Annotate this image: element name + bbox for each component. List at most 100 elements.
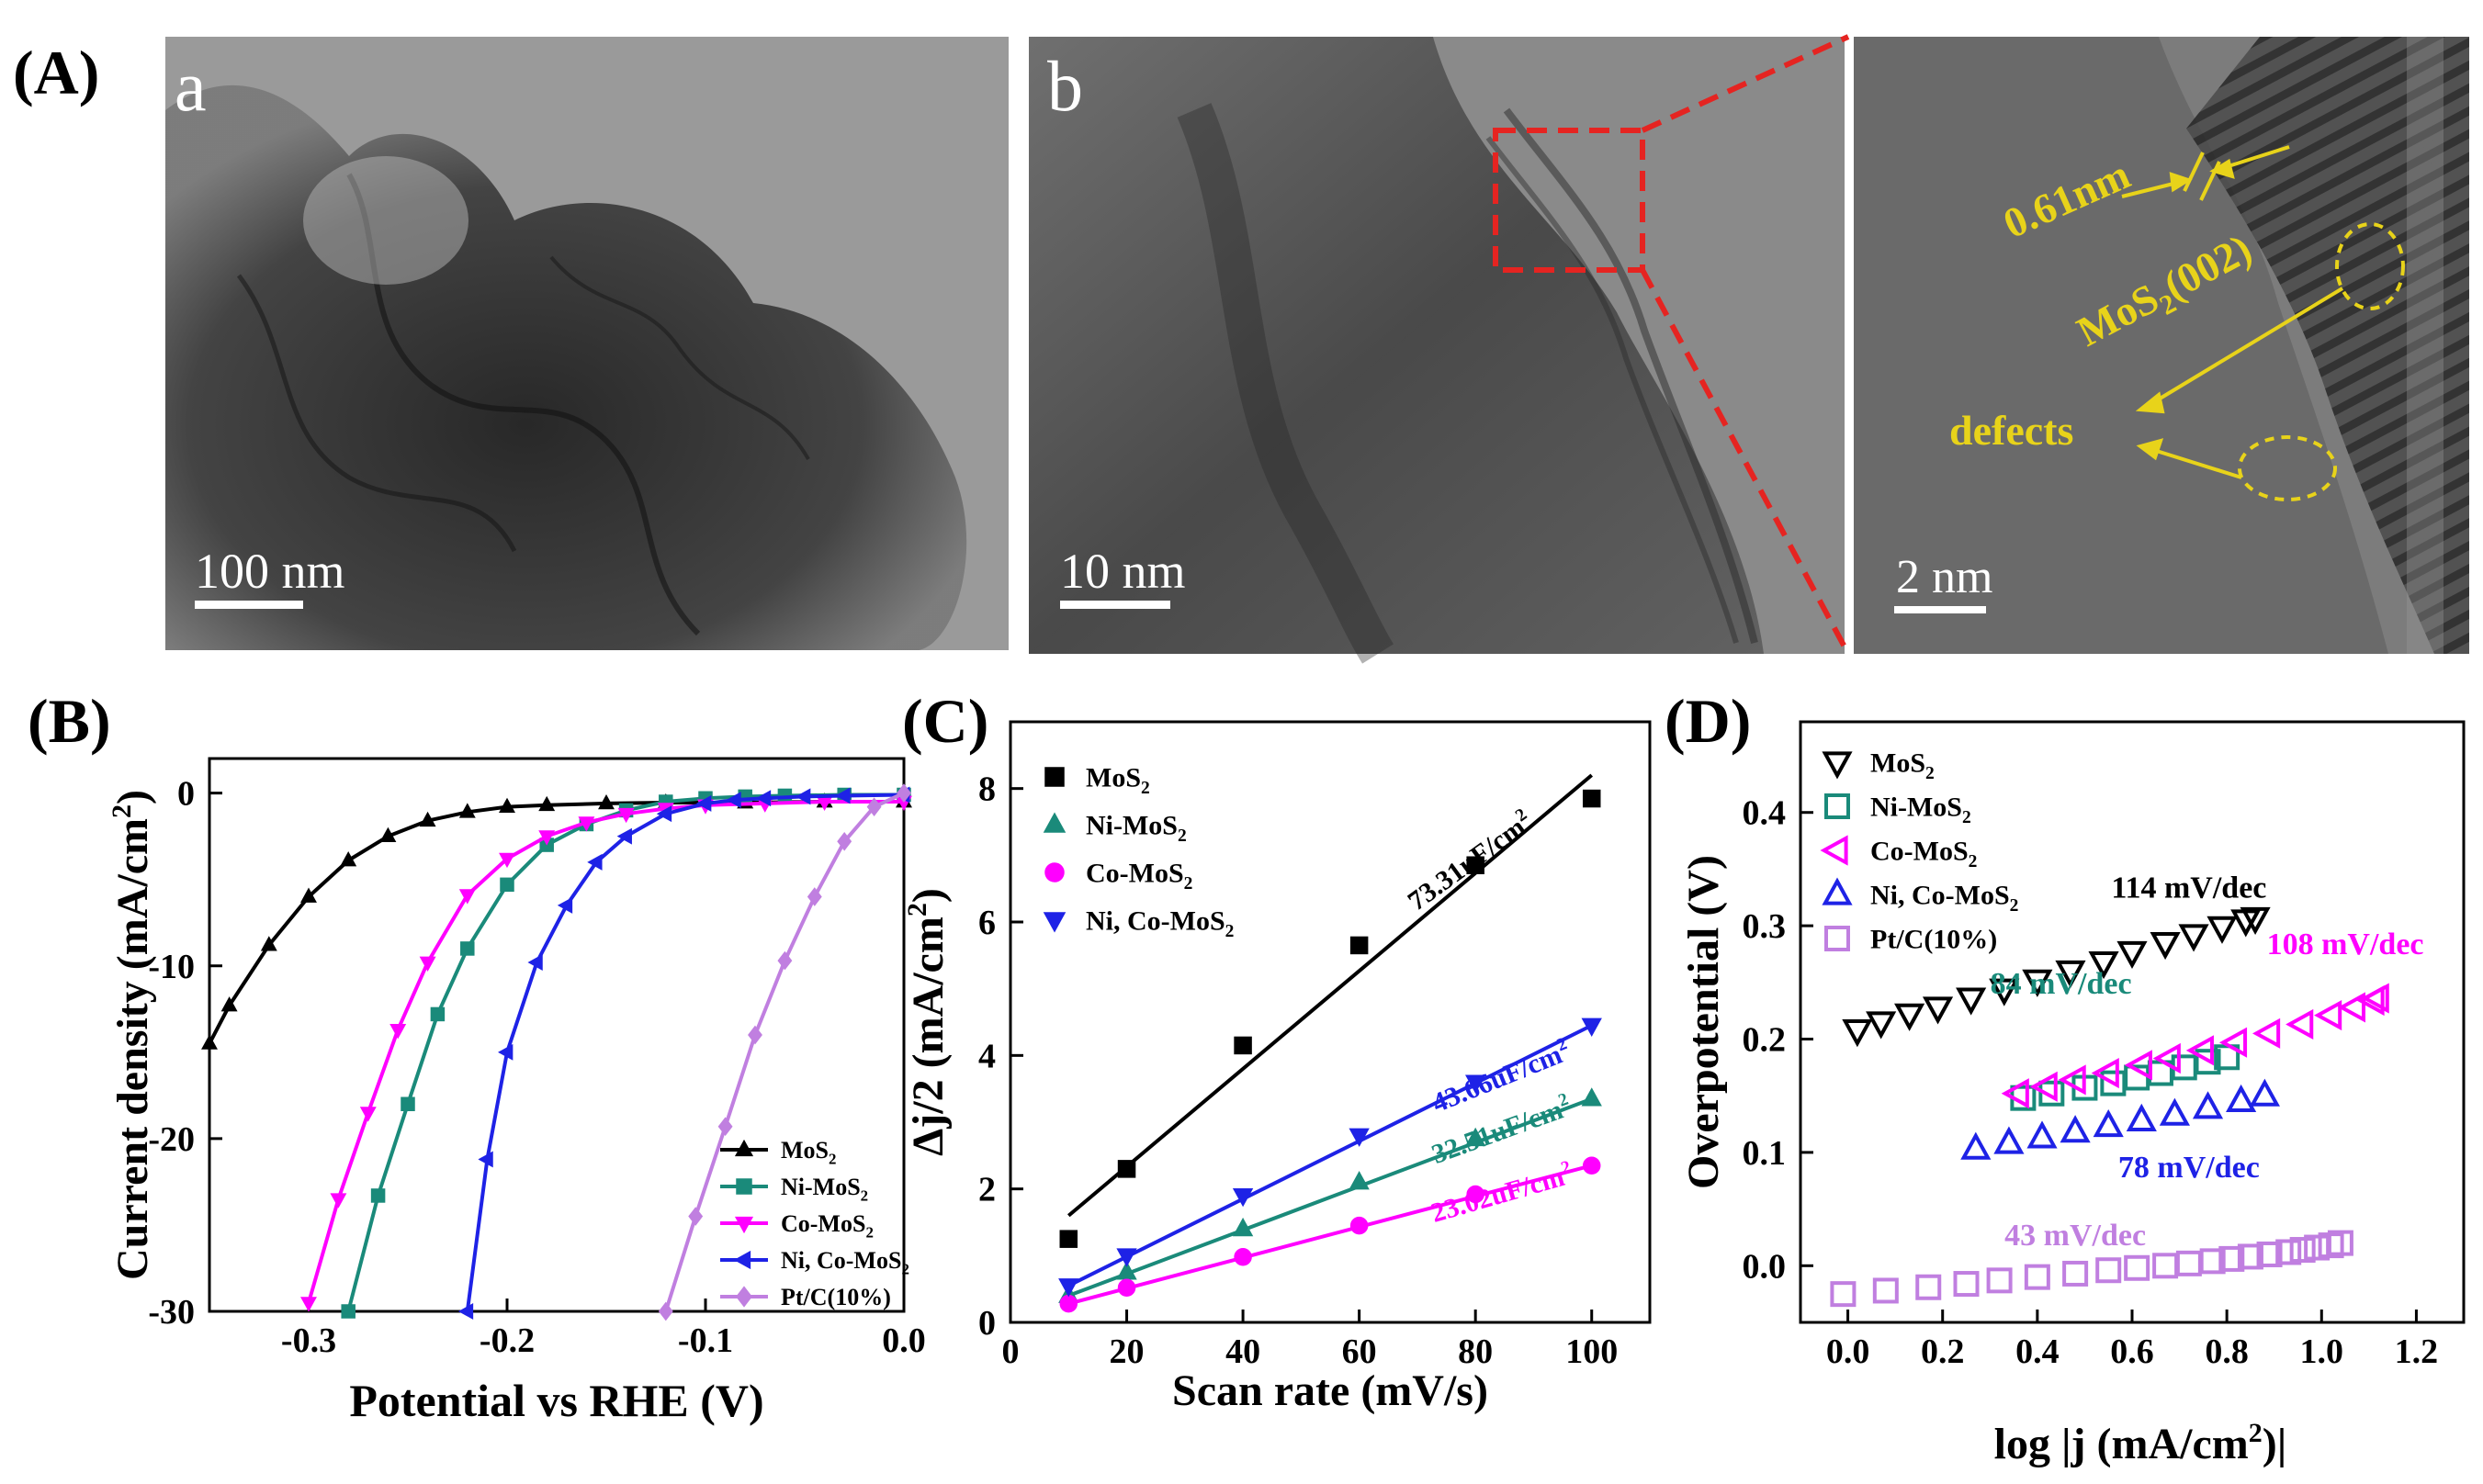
x-tick-label: 80 (1458, 1332, 1493, 1371)
x-tick-label: 40 (1225, 1332, 1260, 1371)
data-point (2159, 1097, 2190, 1126)
data-point (1581, 1087, 1602, 1107)
scale-label-a: 100 nm (195, 544, 345, 599)
zoom-connector-top (1641, 34, 1850, 133)
x-tick-label: -0.3 (281, 1321, 336, 1360)
data-point (341, 1304, 356, 1319)
data-point (430, 1006, 446, 1022)
data-point (1581, 1017, 1602, 1037)
data-point (1349, 1128, 1370, 1147)
legend-label: Ni, Co-MoS2 (1086, 906, 1234, 942)
data-point (1993, 1126, 2025, 1154)
data-point (2062, 1260, 2089, 1287)
legend-label: Ni-MoS2 (781, 1174, 868, 1205)
panel-label-c: (C) (902, 686, 988, 756)
x-tick-label: -0.2 (480, 1321, 535, 1360)
slope-annotation: 43 mV/dec (2004, 1219, 2146, 1253)
data-point (807, 887, 822, 906)
slope-annotation: 73.31uF/cm2 (1401, 805, 1538, 917)
chart-c-frame (1009, 720, 1652, 1324)
data-point (578, 816, 595, 832)
data-point (2152, 1042, 2181, 1074)
data-point (777, 950, 793, 971)
legend-marker (734, 1216, 754, 1234)
data-point (598, 793, 615, 810)
data-point (2029, 1071, 2058, 1102)
data-point (2185, 1035, 2214, 1066)
data-point (1866, 1011, 1897, 1040)
y-tick-label: -30 (148, 1293, 195, 1332)
legend-item: Ni-MoS2 (720, 1174, 868, 1205)
data-point (835, 787, 851, 804)
y-tick-label: 0 (978, 1304, 996, 1343)
series-mos: 114 mV/dec (1842, 871, 2271, 1048)
x-tick-label: 0.4 (2015, 1332, 2060, 1371)
legend-label: Pt/C(10%) (781, 1284, 891, 1310)
data-point (748, 1025, 762, 1045)
data-point (1922, 996, 1954, 1025)
zoom-connector-bottom (1640, 268, 1851, 656)
legend-marker (733, 1250, 751, 1270)
data-point (2285, 1008, 2314, 1040)
data-point (1956, 987, 1987, 1016)
legend-marker (1044, 767, 1065, 787)
data-point (2240, 906, 2271, 936)
data-point (300, 1297, 317, 1312)
data-point (2058, 1064, 2086, 1096)
panel-label-a: (A) (13, 38, 99, 107)
data-point (2060, 1115, 2091, 1143)
data-point (1915, 1274, 1942, 1300)
data-point (401, 1096, 415, 1111)
data-point (1058, 1278, 1079, 1298)
x-tick-label: 0.6 (2110, 1332, 2154, 1371)
y-tick-label: 0.0 (1743, 1247, 1787, 1286)
data-point (2289, 1237, 2316, 1264)
data-point (2275, 1239, 2302, 1265)
data-point (1349, 936, 1369, 955)
data-point (2337, 992, 2365, 1023)
data-point (2150, 932, 2181, 961)
x-tick-label: 60 (1342, 1332, 1377, 1371)
data-point (2178, 924, 2209, 952)
legend-item: Ni-MoS2 (1043, 811, 1187, 846)
image-label-b: b (1047, 46, 1083, 126)
data-point (1582, 1156, 1601, 1175)
scale-label-c: 2 nm (1896, 551, 1992, 603)
data-point (1232, 1217, 1254, 1237)
legend-item: Ni, Co-MoS2 (1822, 877, 2018, 916)
data-point (1953, 1271, 1980, 1298)
data-point (460, 941, 475, 956)
data-point (1466, 1185, 1484, 1204)
data-point (538, 795, 556, 812)
data-point (2175, 1250, 2202, 1276)
data-point (1465, 1074, 1486, 1094)
data-point (837, 831, 852, 851)
data-point (1059, 1230, 1078, 1248)
data-point (616, 827, 632, 845)
panel-label-b: (B) (28, 686, 111, 756)
data-point (1582, 789, 1601, 808)
slope-annotation: 78 mV/dec (2118, 1151, 2260, 1185)
data-point (1234, 1036, 1252, 1055)
legend-label: Ni, Co-MoS2 (781, 1247, 909, 1278)
series-ni-mos: 84 mV/dec (1991, 967, 2240, 1111)
data-point (2022, 969, 2053, 997)
data-point (1989, 978, 2020, 1006)
data-point (419, 811, 436, 827)
legend-label: Pt/C(10%) (1870, 925, 1997, 955)
slope-annotation: 23.02uF/cm2 (1428, 1157, 1576, 1228)
defects-label: defects (1949, 407, 2073, 454)
data-point (688, 1207, 704, 1226)
legend-item: Ni, Co-MoS2 (1043, 906, 1234, 942)
data-point (2124, 1050, 2152, 1081)
data-point (2252, 1017, 2281, 1049)
data-point (1349, 1216, 1369, 1235)
data-point (220, 996, 238, 1012)
data-point (330, 1193, 347, 1209)
legend-item: MoS2 (1044, 763, 1150, 798)
legend-label: MoS2 (1870, 748, 1935, 784)
data-point (866, 797, 882, 817)
x-tick-label: 0.0 (882, 1321, 926, 1360)
data-point (1986, 1267, 2013, 1294)
data-point (1842, 1019, 1873, 1048)
